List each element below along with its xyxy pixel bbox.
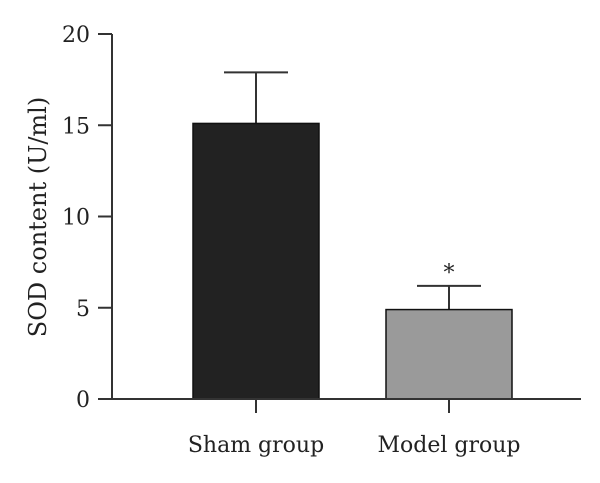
bars-layer (192, 71, 513, 400)
significance-marker-1: * (444, 261, 455, 286)
y-tick-label-1: 5 (76, 297, 90, 322)
bar-0 (192, 122, 320, 400)
labels-layer: Sham group * Model group 0 5 10 15 20 (62, 23, 521, 458)
bar-1 (385, 308, 513, 400)
x-tick-label-0: Sham group (188, 433, 324, 458)
y-axis-title: SOD content (U/ml) (24, 97, 52, 337)
axes-layer (98, 33, 581, 413)
y-tick-label-2: 10 (62, 206, 90, 231)
y-tick-label-0: 0 (76, 388, 90, 413)
y-tick-label-4: 20 (62, 23, 90, 48)
y-tick-label-3: 15 (62, 114, 90, 139)
x-tick-label-1: Model group (378, 433, 521, 458)
